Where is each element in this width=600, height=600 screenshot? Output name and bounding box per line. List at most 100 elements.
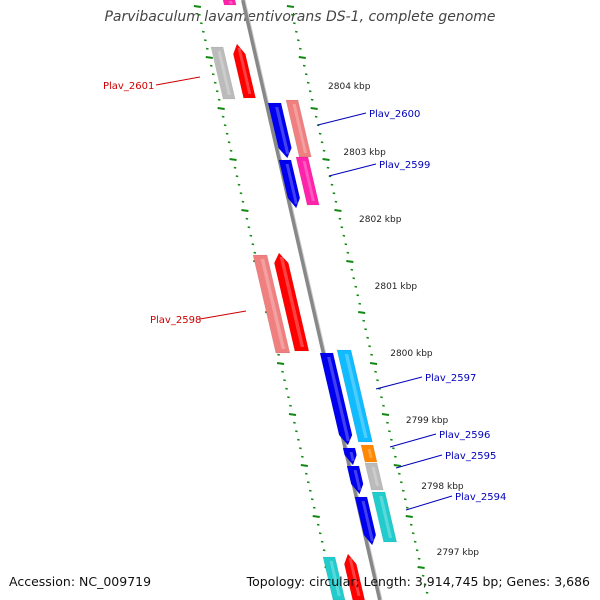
gene-plav-2601 bbox=[233, 43, 256, 99]
tick-mark bbox=[394, 455, 397, 458]
tick-mark bbox=[390, 438, 393, 441]
tick-mark bbox=[201, 30, 205, 33]
tick-mark bbox=[241, 200, 245, 203]
tick-mark bbox=[358, 302, 362, 305]
tick-mark bbox=[314, 115, 318, 118]
right-tick-guide bbox=[286, 5, 429, 594]
tick-mark bbox=[306, 481, 310, 484]
tick-mark bbox=[293, 421, 296, 424]
tick-mark bbox=[386, 421, 389, 424]
tick-mark bbox=[251, 243, 255, 246]
tick-mark bbox=[421, 574, 425, 577]
tick-mark bbox=[368, 345, 371, 348]
tick-mark bbox=[399, 481, 403, 484]
tick-mark bbox=[350, 268, 354, 271]
gene-body bbox=[322, 556, 346, 600]
tick-mark bbox=[223, 124, 227, 127]
gene-shade bbox=[349, 452, 355, 461]
tick-mark bbox=[277, 353, 280, 356]
gene-body bbox=[267, 102, 292, 159]
tick-mark bbox=[382, 404, 385, 407]
tick-mark bbox=[358, 311, 366, 314]
tick-mark bbox=[217, 107, 225, 110]
gene-body bbox=[342, 447, 357, 466]
tick-mark bbox=[338, 217, 342, 220]
tick-mark bbox=[310, 107, 318, 110]
tick-mark bbox=[318, 132, 322, 135]
tick-mark bbox=[239, 192, 243, 195]
tick-mark bbox=[292, 22, 296, 25]
tick-mark bbox=[229, 149, 233, 152]
gene-body bbox=[210, 46, 236, 100]
tick-mark bbox=[199, 22, 203, 25]
tick-mark bbox=[344, 243, 348, 246]
gene-leader-line bbox=[389, 433, 437, 448]
tick-mark bbox=[312, 515, 320, 518]
tick-mark bbox=[286, 5, 295, 8]
gene-shade bbox=[260, 259, 286, 349]
gene-shade bbox=[367, 449, 373, 458]
gene-leader-line bbox=[328, 163, 377, 177]
gene-shade bbox=[371, 467, 380, 486]
kbp-label: 2797 kbp bbox=[437, 548, 480, 558]
tick-mark bbox=[366, 336, 370, 339]
tick-mark bbox=[380, 396, 383, 399]
tick-mark bbox=[233, 166, 237, 169]
tick-mark bbox=[334, 200, 338, 203]
gene-leader-line bbox=[375, 376, 423, 390]
tick-mark bbox=[401, 489, 405, 492]
tick-mark bbox=[211, 73, 215, 76]
tick-mark bbox=[247, 226, 251, 229]
gene-leader-line bbox=[405, 495, 453, 511]
tick-mark bbox=[289, 404, 292, 407]
tick-mark bbox=[320, 141, 324, 144]
tick-mark bbox=[203, 39, 207, 42]
gene-plav-2599-partner bbox=[295, 156, 320, 206]
gene-body bbox=[222, 0, 237, 6]
gene-shade bbox=[302, 161, 315, 201]
gene-plav-2601-partner bbox=[210, 46, 236, 100]
tick-mark bbox=[370, 353, 373, 356]
tick-mark bbox=[217, 98, 221, 101]
tick-mark bbox=[302, 64, 306, 67]
gene-leader-line bbox=[155, 76, 201, 86]
tick-mark bbox=[253, 251, 257, 254]
tick-mark bbox=[364, 328, 368, 331]
tick-mark bbox=[209, 64, 213, 67]
tick-mark bbox=[205, 47, 209, 50]
tick-mark bbox=[281, 370, 284, 373]
tick-mark bbox=[397, 472, 401, 475]
gene-label: Plav_2596 bbox=[439, 430, 490, 441]
gene-plav-2594-partner bbox=[371, 491, 397, 543]
tick-mark bbox=[411, 532, 415, 535]
tick-mark bbox=[322, 149, 326, 152]
gene-shade bbox=[275, 107, 290, 154]
tick-mark bbox=[298, 56, 306, 59]
gene-body bbox=[346, 465, 364, 495]
gene-shade bbox=[353, 470, 362, 490]
tick-mark bbox=[249, 234, 253, 237]
tick-mark bbox=[306, 81, 310, 84]
tick-mark bbox=[229, 158, 237, 161]
gene-top-partial bbox=[222, 0, 237, 6]
tick-mark bbox=[320, 540, 324, 543]
tick-mark bbox=[300, 464, 308, 467]
genome-summary: Topology: circular; Length: 3,914,745 bp… bbox=[246, 574, 590, 589]
tick-mark bbox=[299, 447, 302, 450]
gene-body bbox=[371, 491, 397, 543]
tick-mark bbox=[301, 455, 304, 458]
gene-bottom-teal bbox=[322, 556, 346, 600]
gene-leader-line bbox=[395, 454, 443, 469]
tick-mark bbox=[283, 379, 286, 382]
tick-mark bbox=[225, 132, 229, 135]
tick-mark bbox=[276, 362, 285, 365]
tick-mark bbox=[221, 115, 225, 118]
tick-mark bbox=[332, 192, 336, 195]
kbp-label: 2801 kbp bbox=[375, 282, 418, 292]
gene-label: Plav_2601 bbox=[103, 81, 154, 92]
tick-mark bbox=[417, 557, 421, 560]
gene-plav-2600 bbox=[267, 102, 292, 159]
gene-shade bbox=[237, 48, 252, 94]
gene-plav-2595-partner bbox=[364, 462, 384, 491]
